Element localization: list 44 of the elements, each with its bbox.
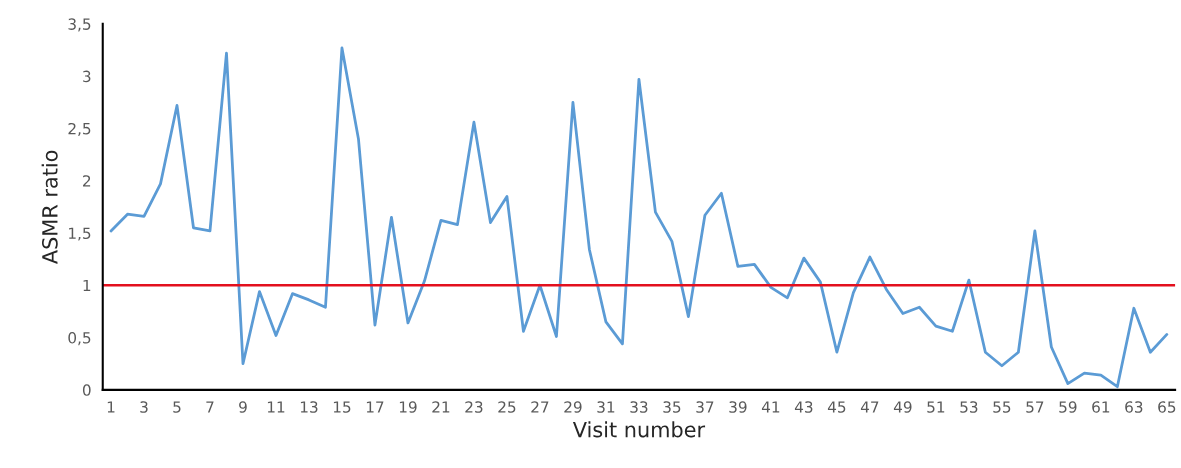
x-tick-label: 29: [564, 401, 582, 413]
x-tick-label: 51: [927, 401, 945, 413]
x-tick-label: 21: [432, 401, 450, 413]
x-tick-label: 33: [630, 401, 648, 413]
x-tick-label: 11: [267, 401, 285, 413]
x-tick-label: 15: [333, 401, 351, 413]
x-tick-label: 55: [993, 401, 1011, 413]
y-tick-label: 2,5: [68, 122, 91, 137]
x-tick-label: 25: [498, 401, 516, 413]
x-tick-label: 53: [960, 401, 978, 413]
x-tick-label: 7: [206, 401, 214, 413]
x-tick-label: 59: [1059, 401, 1077, 413]
y-tick-label: 3: [83, 70, 91, 83]
x-tick-label: 27: [531, 401, 549, 413]
x-tick-label: 31: [597, 401, 615, 413]
y-tick-label: 2: [83, 175, 91, 187]
x-tick-label: 47: [860, 401, 879, 413]
x-tick-label: 45: [827, 401, 846, 413]
x-tick-label: 5: [173, 401, 181, 413]
x-tick-label: 3: [140, 401, 148, 413]
x-tick-label: 61: [1092, 401, 1110, 413]
y-tick-label: 3,5: [68, 18, 91, 32]
y-tick-label: 1,5: [69, 227, 91, 241]
x-tick-label: 1: [107, 401, 115, 413]
x-tick-label: 65: [1158, 401, 1176, 413]
x-tick-label: 13: [300, 401, 318, 413]
x-tick-label: 19: [399, 401, 417, 413]
y-axis-title: ASMR ratio: [41, 150, 58, 264]
x-tick-label: 39: [729, 401, 747, 413]
x-tick-label: 49: [893, 401, 912, 413]
x-tick-label: 57: [1026, 401, 1044, 413]
x-tick-label: 43: [794, 401, 813, 413]
x-tick-label: 9: [239, 401, 247, 413]
x-tick-label: 23: [465, 401, 483, 413]
line-series: [109, 46, 1169, 389]
x-tick-label: 17: [366, 401, 384, 413]
y-tick-label: 0,5: [68, 332, 91, 346]
y-tick-label: 1: [83, 279, 91, 292]
x-tick-label: 41: [761, 401, 780, 413]
x-tick-label: 37: [696, 401, 714, 413]
y-tick-label: 0: [82, 384, 91, 396]
x-tick-label: 35: [663, 401, 681, 413]
x-tick-label: 63: [1125, 401, 1143, 413]
x-axis-title: Visit number: [572, 421, 706, 438]
